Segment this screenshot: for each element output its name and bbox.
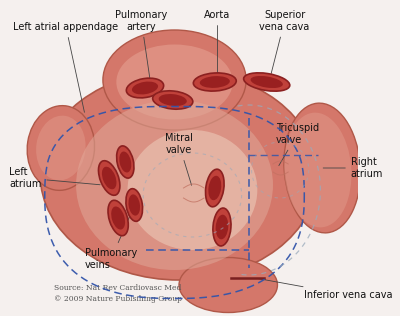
Ellipse shape <box>206 169 224 207</box>
Text: Source: Nat Rev Cardiovasc Med: Source: Nat Rev Cardiovasc Med <box>54 284 181 292</box>
Ellipse shape <box>128 194 140 216</box>
Ellipse shape <box>213 208 231 246</box>
Ellipse shape <box>153 91 193 109</box>
Ellipse shape <box>103 30 246 130</box>
Ellipse shape <box>76 100 273 270</box>
Text: © 2009 Nature Publsihing Group: © 2009 Nature Publsihing Group <box>54 295 182 303</box>
Text: Tricuspid
valve: Tricuspid valve <box>276 124 319 166</box>
Text: Aorta: Aorta <box>204 10 231 73</box>
Ellipse shape <box>98 161 120 195</box>
Ellipse shape <box>116 45 233 119</box>
Ellipse shape <box>179 258 278 313</box>
Text: Inferior vena cava: Inferior vena cava <box>258 278 393 300</box>
Ellipse shape <box>200 76 230 88</box>
Ellipse shape <box>108 200 128 236</box>
Ellipse shape <box>284 103 360 233</box>
Ellipse shape <box>27 106 94 190</box>
Ellipse shape <box>208 176 221 200</box>
Ellipse shape <box>111 206 125 229</box>
Text: Pulmonary
artery: Pulmonary artery <box>115 10 168 79</box>
Text: Left
atrium: Left atrium <box>9 167 100 189</box>
Ellipse shape <box>159 94 187 106</box>
Ellipse shape <box>126 78 164 98</box>
Text: Left atrial appendage: Left atrial appendage <box>14 22 118 112</box>
Ellipse shape <box>102 167 116 189</box>
Text: Mitral
valve: Mitral valve <box>165 133 193 185</box>
Ellipse shape <box>284 112 352 228</box>
Ellipse shape <box>117 146 134 178</box>
Ellipse shape <box>128 130 257 250</box>
Ellipse shape <box>40 70 318 280</box>
Ellipse shape <box>216 215 228 239</box>
Ellipse shape <box>119 151 131 173</box>
Text: Right
atrium: Right atrium <box>323 157 383 179</box>
Ellipse shape <box>126 189 142 221</box>
Ellipse shape <box>36 116 86 180</box>
Text: Superior
vena cava: Superior vena cava <box>260 10 310 74</box>
Ellipse shape <box>193 73 236 91</box>
Ellipse shape <box>250 76 283 88</box>
Ellipse shape <box>132 82 158 94</box>
Ellipse shape <box>244 73 290 91</box>
Text: Pulmonary
veins: Pulmonary veins <box>85 213 137 270</box>
